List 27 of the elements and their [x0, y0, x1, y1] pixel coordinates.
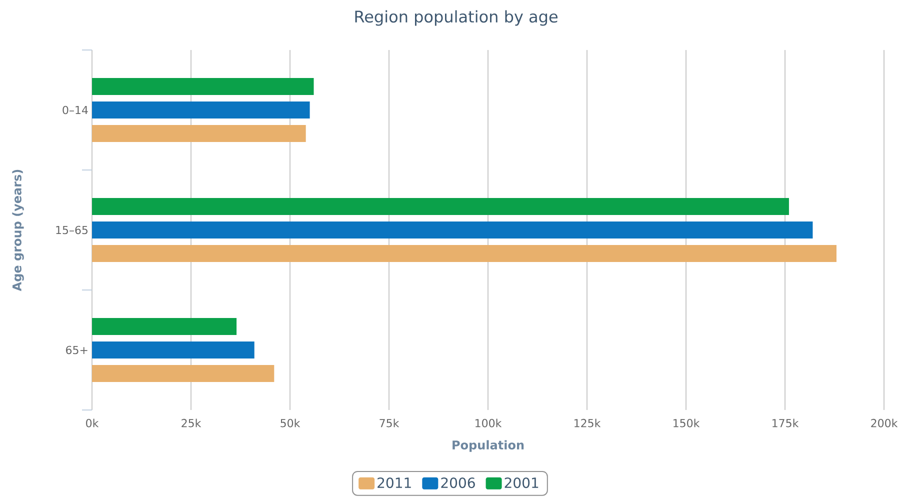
y-tick-label: 65+: [66, 346, 88, 354]
bar: [92, 365, 274, 382]
x-tick-label: 125k: [574, 418, 601, 428]
bar: [92, 318, 237, 336]
legend-label: 2011: [378, 477, 411, 488]
y-tick-label: 0–14: [62, 106, 88, 114]
x-tick-label: 175k: [772, 418, 799, 428]
y-tick-label: 15–65: [56, 226, 88, 234]
legend-label: 2001: [504, 477, 538, 488]
x-tick-label: 25k: [182, 418, 202, 428]
x-tick-label: 100k: [476, 418, 502, 428]
x-tick-label: 50k: [280, 418, 300, 428]
legend-label: 2006: [441, 477, 475, 488]
bar: [92, 78, 314, 95]
x-tick-label: 150k: [674, 418, 700, 428]
y-axis-title: Age group (years): [12, 170, 24, 292]
bar: [92, 102, 310, 118]
bar: [92, 198, 789, 216]
x-tick-label: 75k: [380, 418, 400, 428]
x-tick-label: 0k: [86, 418, 99, 428]
bar: [92, 222, 813, 239]
chart-title: Region population by age: [355, 10, 558, 26]
x-tick-label: 200k: [871, 418, 898, 428]
bar: [92, 342, 254, 359]
bar: [92, 245, 836, 262]
x-axis-title: Population: [452, 440, 524, 452]
bar: [92, 125, 306, 142]
